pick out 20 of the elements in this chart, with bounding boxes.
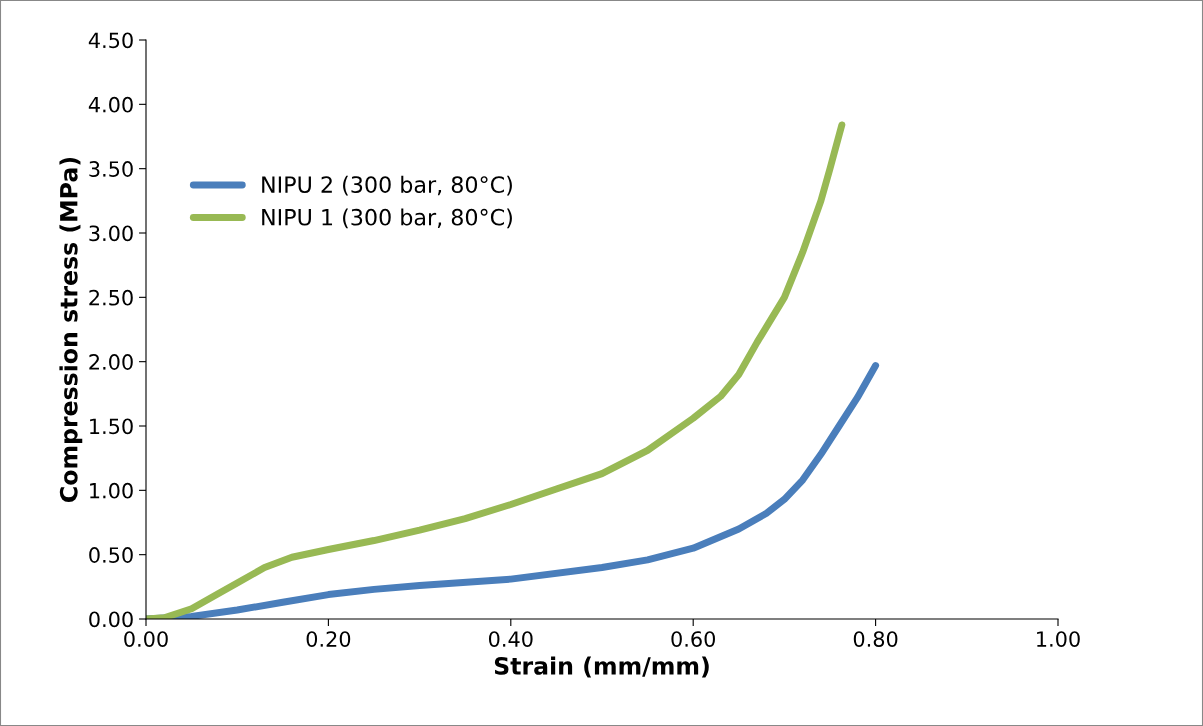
- x-tick-label: 0.20: [306, 631, 351, 647]
- x-tick-label: 1.00: [1037, 631, 1080, 647]
- y-tick-label: 0.50: [89, 547, 133, 563]
- x-tick-label: 0.00: [124, 631, 168, 647]
- y-tick-label: 3.50: [89, 161, 133, 177]
- y-tick-label: 4.50: [88, 32, 133, 49]
- legend-label: NIPU 1 (300 bar, 80°C): [262, 208, 512, 229]
- y-tick-label: 2.00: [89, 354, 133, 370]
- x-tick-label: 0.40: [488, 631, 533, 647]
- y-axis-title: Compression stress (MPa): [59, 157, 83, 502]
- y-tick-label: 1.50: [90, 418, 133, 435]
- y-tick-label: 0.00: [89, 611, 133, 628]
- x-axis-title: Strain (mm/mm): [494, 656, 709, 678]
- y-tick-label: 4.00: [88, 96, 133, 113]
- y-tick-label: 2.50: [89, 289, 133, 306]
- x-tick-label: 0.80: [853, 631, 898, 647]
- y-tick-label: 3.00: [89, 225, 133, 242]
- y-tick-label: 1.00: [90, 482, 133, 499]
- x-tick-label: 0.60: [671, 631, 716, 647]
- legend-label: NIPU 2 (300 bar, 80°C): [262, 175, 512, 196]
